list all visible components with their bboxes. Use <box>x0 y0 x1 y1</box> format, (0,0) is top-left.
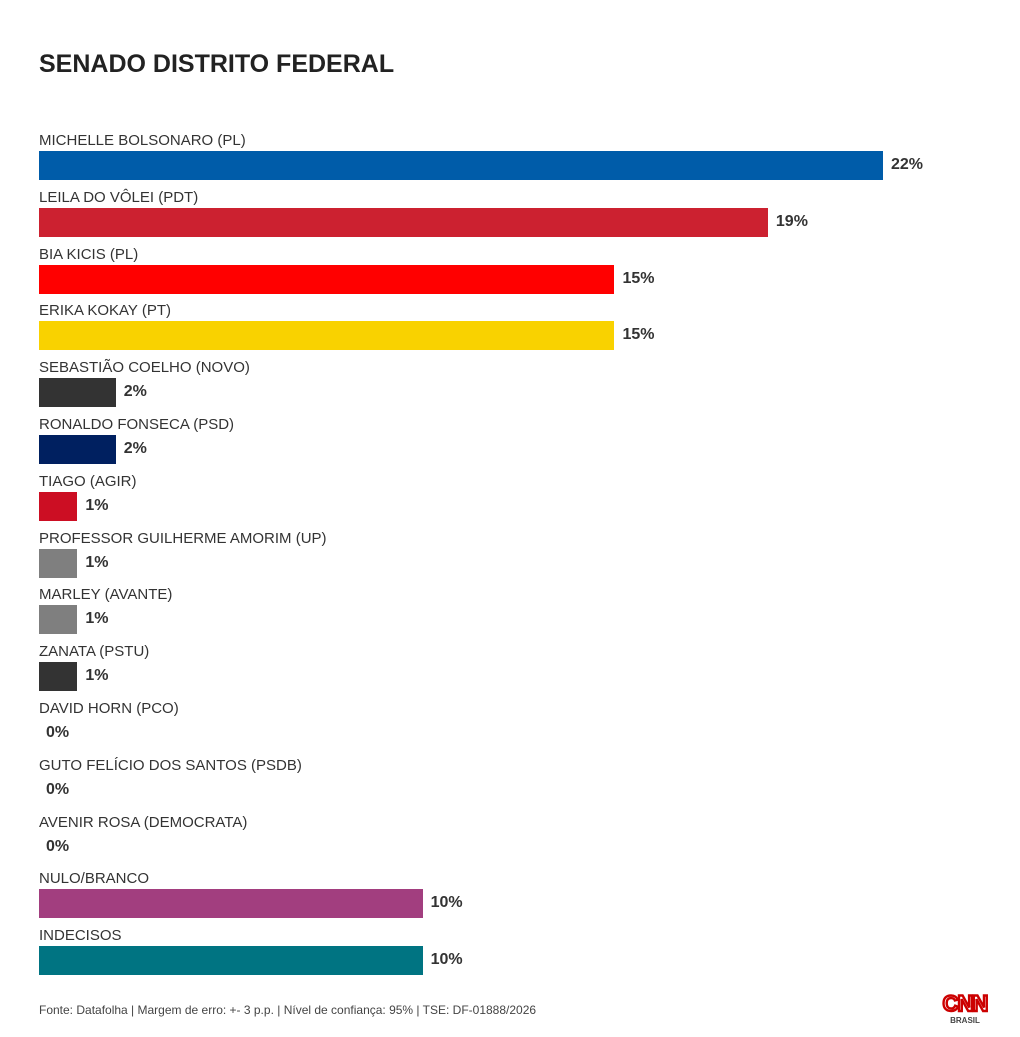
bar <box>39 264 615 294</box>
data-label: 10% <box>430 894 463 912</box>
category-label: LEILA DO VÔLEI (PDT) <box>39 188 199 206</box>
data-label: 0% <box>46 724 70 741</box>
data-label: 15% <box>622 269 655 287</box>
category-label: RONALDO FONSECA (PSD) <box>39 416 235 433</box>
data-label: 19% <box>775 212 808 230</box>
category-label: INDECISOS <box>39 927 122 945</box>
logo-subtext: BRASIL <box>950 1016 980 1025</box>
data-label: 2% <box>123 383 147 401</box>
category-label: TIAGO (AGIR) <box>39 472 137 490</box>
category-label: MICHELLE BOLSONARO (PL) <box>39 132 246 149</box>
bar <box>39 946 423 976</box>
category-label: PROFESSOR GUILHERME AMORIM (UP) <box>39 529 327 547</box>
data-label: 15% <box>622 326 655 344</box>
bar <box>39 321 615 351</box>
category-label: MARLEY (AVANTE) <box>39 586 173 604</box>
bar <box>39 605 78 635</box>
cnn-brasil-logo: CNN BRASIL <box>941 990 989 1025</box>
data-label: 1% <box>85 553 109 571</box>
data-label: 0% <box>46 780 70 798</box>
bar <box>39 491 78 521</box>
bar <box>39 889 423 919</box>
chart-title: SENADO DISTRITO FEDERAL <box>39 50 395 78</box>
data-label: 22% <box>891 156 924 173</box>
bar <box>39 378 116 408</box>
category-label: BIA KICIS (PL) <box>39 245 139 263</box>
data-label: 2% <box>123 440 147 457</box>
category-label: NULO/BRANCO <box>39 870 150 888</box>
category-label: DAVID HORN (PCO) <box>39 700 179 717</box>
category-label: AVENIR ROSA (DEMOCRATA) <box>39 813 248 831</box>
bar <box>39 548 78 578</box>
source-footer: Fonte: Datafolha | Margem de erro: +- 3 … <box>39 1003 537 1017</box>
category-label: SEBASTIÃO COELHO (NOVO) <box>39 359 250 377</box>
bar <box>39 207 768 237</box>
data-label: 0% <box>46 837 70 855</box>
category-label: GUTO FELÍCIO DOS SANTOS (PSDB) <box>39 756 302 774</box>
bar <box>39 662 78 692</box>
category-label: ZANATA (PSTU) <box>39 643 150 661</box>
data-label: 1% <box>85 496 109 514</box>
data-label: 10% <box>430 951 463 969</box>
logo-text: CNN <box>943 991 988 1016</box>
data-label: 1% <box>85 610 109 628</box>
category-label: ERIKA KOKAY (PT) <box>39 302 171 320</box>
bar <box>39 151 883 180</box>
data-label: 1% <box>85 667 109 685</box>
bar <box>39 435 116 464</box>
